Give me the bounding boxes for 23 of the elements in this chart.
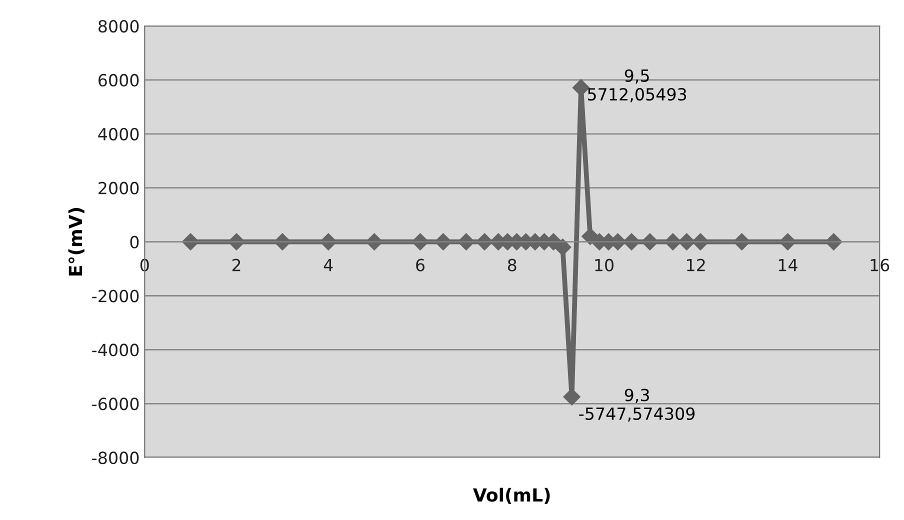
y-tick-label: 6000 <box>98 74 139 87</box>
y-tick-label: -4000 <box>92 344 139 356</box>
y-tick-label: 2000 <box>98 182 139 194</box>
x-axis-title: Vol(mL) <box>473 488 550 504</box>
x-tick-label: 0 <box>140 258 149 272</box>
x-tick-label: 12 <box>687 258 705 272</box>
y-axis-title: E°(mV) <box>68 208 84 276</box>
x-tick-label: 16 <box>870 258 890 272</box>
annotation: 9,3 -5747,574309 <box>579 388 695 422</box>
x-tick-label: 8 <box>508 258 516 272</box>
y-tick-label: 4000 <box>98 128 139 140</box>
x-tick-label: 10 <box>595 258 614 272</box>
y-tick-label: -6000 <box>92 398 139 410</box>
annotation: 9,5 5712,05493 <box>588 69 686 102</box>
x-tick-label: 6 <box>416 258 424 272</box>
x-tick-label: 2 <box>232 258 240 272</box>
x-tick-label: 14 <box>778 258 798 272</box>
y-tick-label: 0 <box>130 236 139 248</box>
y-tick-label: 8000 <box>98 20 139 33</box>
y-tick-label: -2000 <box>92 290 139 302</box>
x-tick-label: 4 <box>324 258 333 272</box>
y-tick-label: -8000 <box>92 452 139 464</box>
point <box>554 238 572 256</box>
